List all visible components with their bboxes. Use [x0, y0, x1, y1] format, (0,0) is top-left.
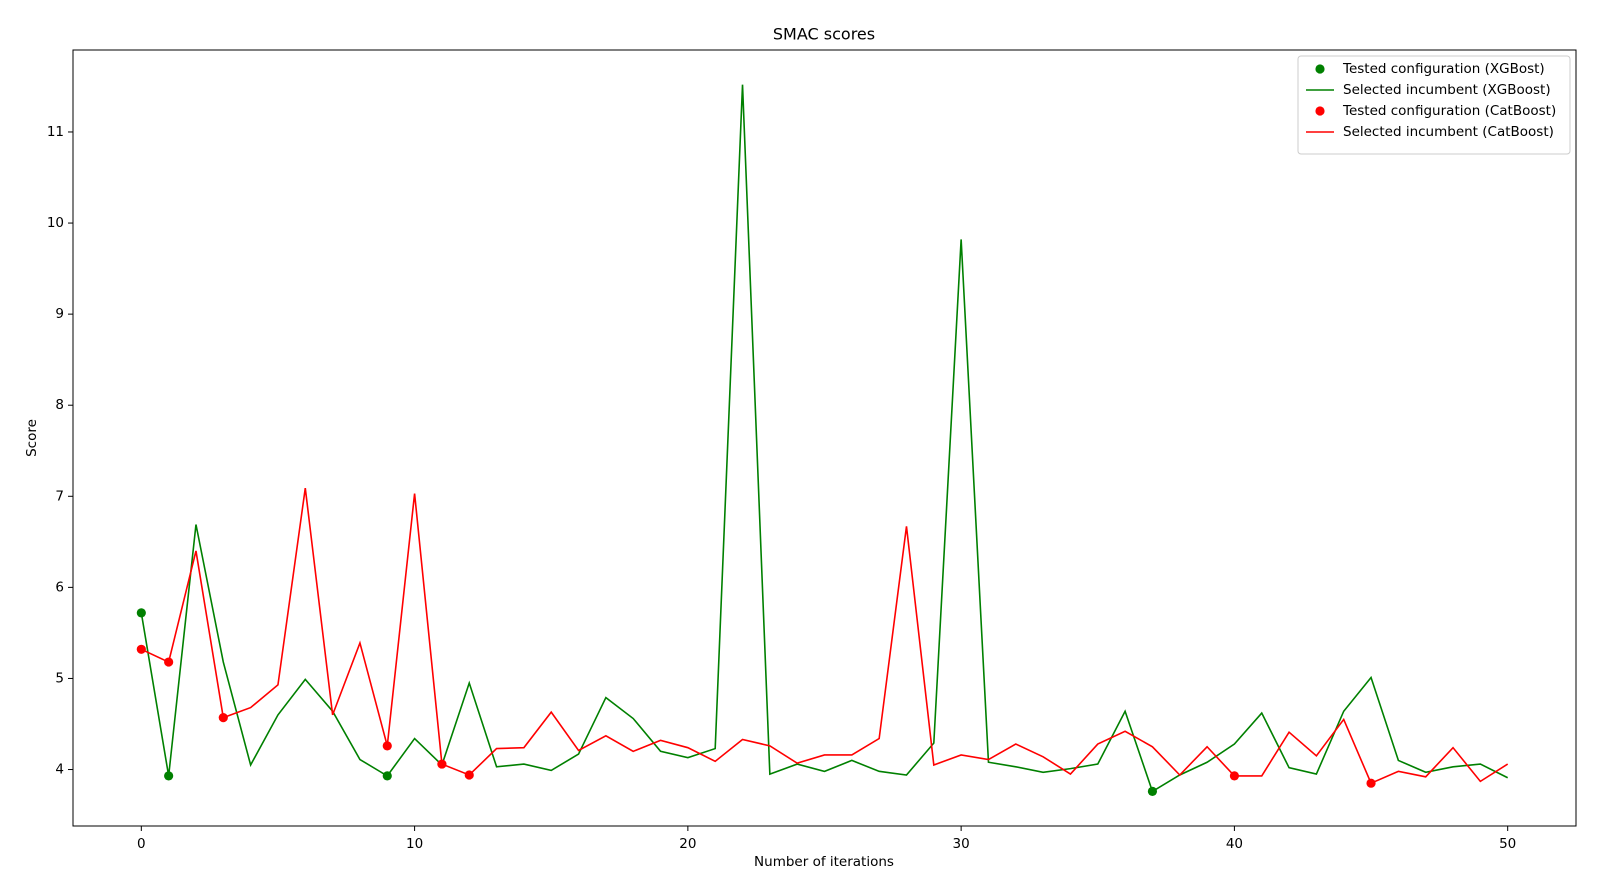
- y-tick-label: 10: [47, 215, 64, 231]
- data-point: [164, 657, 174, 667]
- y-axis-label: Score: [24, 419, 40, 457]
- x-axis-label: Number of iterations: [754, 854, 894, 870]
- data-point: [1366, 778, 1376, 788]
- data-point: [1147, 786, 1158, 796]
- series-line: [140, 84, 1509, 793]
- x-tick-label: 50: [1499, 836, 1516, 852]
- y-tick-label: 9: [55, 306, 64, 322]
- y-tick-label: 8: [55, 397, 64, 413]
- data-point: [464, 770, 474, 780]
- y-tick-label: 5: [55, 670, 64, 686]
- y-tick-label: 11: [47, 124, 64, 140]
- legend-marker: [1315, 64, 1325, 74]
- x-tick-label: 20: [679, 836, 696, 852]
- y-tick-label: 4: [55, 762, 64, 778]
- data-point: [136, 644, 146, 654]
- data-point: [218, 713, 228, 723]
- x-tick-label: 30: [953, 836, 970, 852]
- x-tick-label: 10: [406, 836, 423, 852]
- legend-label: Tested configuration (XGBost): [1342, 61, 1545, 77]
- legend-box: [1297, 55, 1571, 155]
- data-point: [136, 608, 146, 618]
- plot-frame: [72, 49, 1577, 827]
- x-tick-label: 0: [137, 836, 146, 852]
- data-point: [1229, 771, 1240, 781]
- data-point: [437, 759, 447, 769]
- series-line: [140, 487, 1509, 785]
- legend-marker: [1315, 106, 1325, 116]
- data-point: [164, 771, 174, 781]
- legend-label: Selected incumbent (XGBoost): [1343, 82, 1551, 98]
- data-point: [382, 741, 392, 751]
- data-point: [382, 771, 392, 781]
- legend-label: Selected incumbent (CatBoost): [1343, 124, 1554, 140]
- legend-label: Tested configuration (CatBoost): [1342, 103, 1556, 119]
- x-tick-label: 40: [1226, 836, 1243, 852]
- y-tick-label: 7: [55, 488, 64, 504]
- y-tick-label: 6: [55, 579, 64, 595]
- chart-title: SMAC scores: [773, 25, 875, 44]
